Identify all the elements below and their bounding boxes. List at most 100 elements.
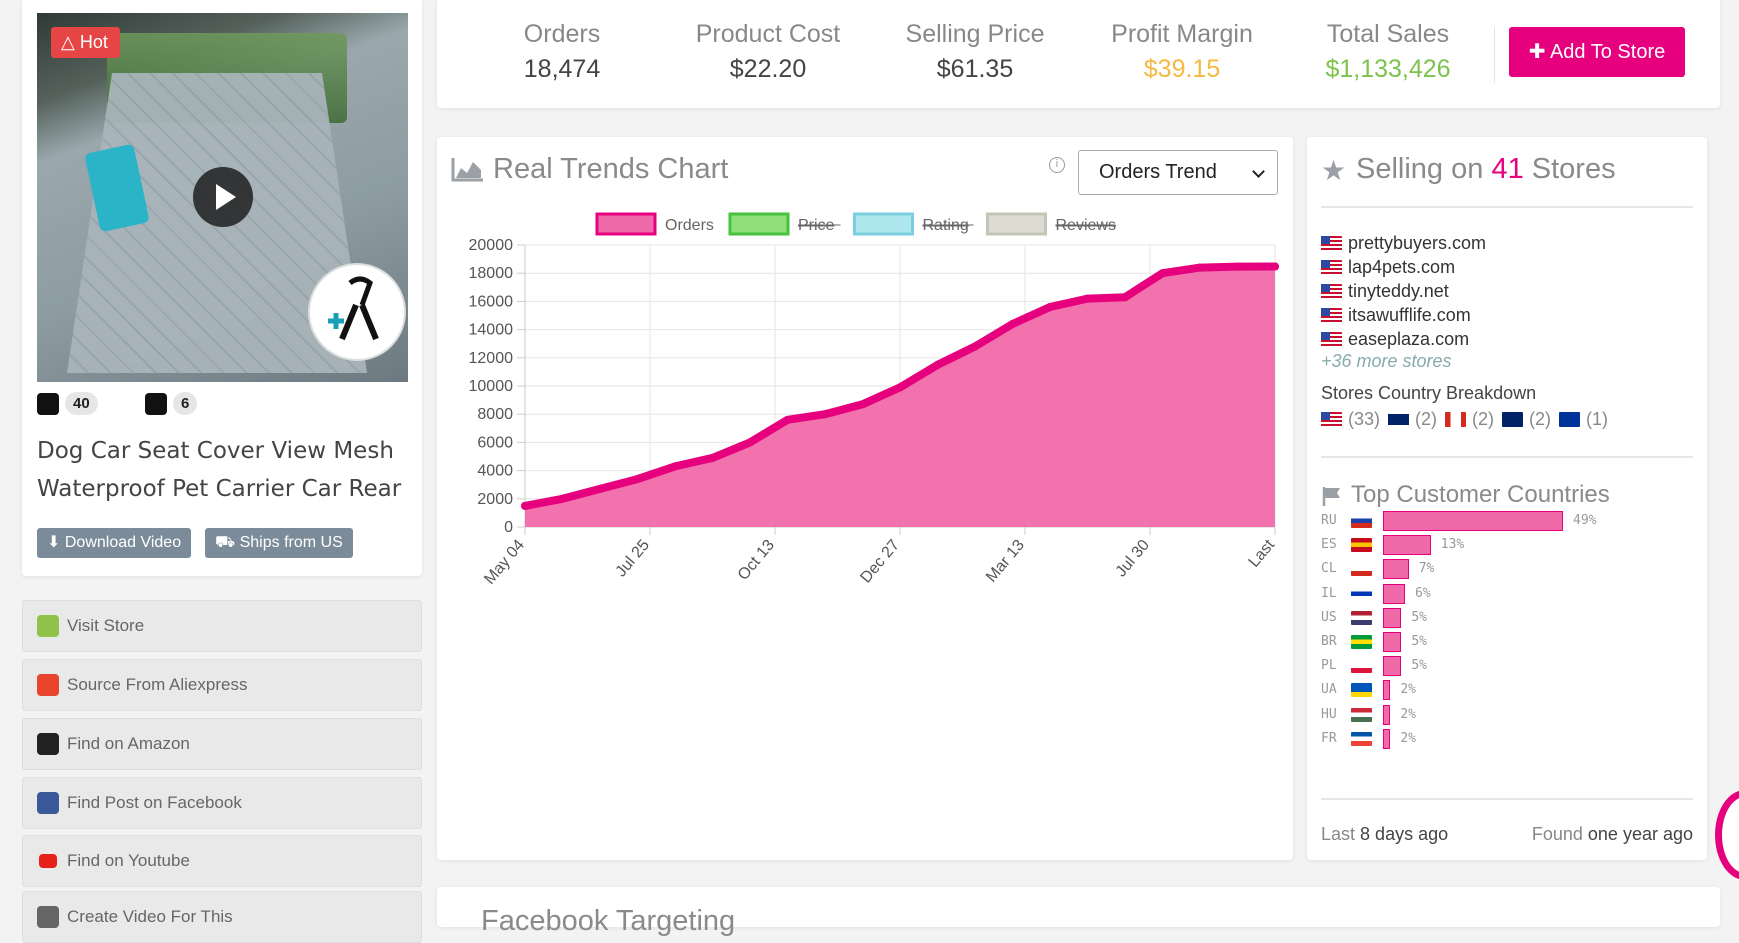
other-store-count: 6 [145, 392, 198, 415]
country-row: US 5% [1321, 607, 1691, 628]
y-tick-label: 6000 [477, 434, 513, 451]
country-pct: 49% [1573, 513, 1597, 528]
stat-margin-label: Profit Margin [1111, 20, 1253, 48]
leash-addon-badge [308, 263, 406, 361]
ships-from-us-badge[interactable]: ⛟ Ships from US [205, 528, 353, 558]
country-pct: 2% [1400, 730, 1416, 746]
source-aliexpress-button[interactable]: Source From Aliexpress [22, 659, 422, 711]
chat-widget-button[interactable] [1715, 790, 1739, 880]
stores-divider-bottom [1321, 798, 1693, 800]
country-code: CL [1321, 561, 1337, 577]
orders-point [1008, 319, 1017, 328]
store-link[interactable]: easeplaza.com [1321, 327, 1469, 351]
country-code: HU [1321, 706, 1337, 722]
country-flag-icon [1351, 707, 1372, 722]
info-icon[interactable]: i [1049, 157, 1065, 173]
country-bar [1383, 583, 1406, 604]
stores-divider-mid [1321, 456, 1693, 458]
trend-select[interactable]: Orders Trend [1078, 150, 1278, 195]
stat-sales-value: $1,133,426 [1325, 55, 1451, 83]
country-pct: 2% [1400, 682, 1416, 698]
find-amazon-button[interactable]: Find on Amazon [22, 718, 422, 770]
found-at: Found one year ago [1531, 824, 1693, 844]
y-tick-label: 2000 [477, 491, 513, 508]
create-video-button[interactable]: Create Video For This [22, 891, 422, 943]
orders-point [1271, 262, 1279, 271]
country-row: CL 7% [1321, 559, 1691, 580]
hot-label: Hot [79, 32, 108, 52]
download-icon: ⬇ [47, 534, 61, 551]
country-code: IL [1321, 585, 1337, 601]
country-row: PL 5% [1321, 656, 1691, 677]
stat-cost-label: Product Cost [695, 20, 841, 48]
y-tick-label: 4000 [477, 463, 513, 480]
orders-point [1083, 294, 1092, 303]
country-bar [1383, 656, 1402, 677]
us-flag-icon [1321, 260, 1342, 275]
country-bar [1383, 607, 1402, 628]
country-row: RU 49% [1321, 511, 1691, 531]
truck-icon: ⛟ [215, 534, 236, 551]
y-tick-label: 12000 [469, 350, 514, 367]
legend-swatch [595, 212, 657, 236]
store-link[interactable]: itsawufflife.com [1321, 303, 1471, 327]
eu-flag-icon [1559, 412, 1581, 427]
stat-orders-value: 18,474 [523, 55, 601, 83]
add-to-store-button[interactable]: ✚ Add To Store [1509, 27, 1685, 77]
play-video-button[interactable] [193, 167, 253, 227]
stores-divider-top [1321, 206, 1693, 208]
stores-card: ★ Selling on 41 Stores prettybuyers.com … [1307, 137, 1707, 860]
us-flag-icon [1321, 332, 1342, 347]
y-tick-label: 20000 [469, 237, 514, 254]
stat-profit-margin: Profit Margin $39.15 [1082, 20, 1282, 84]
plus-icon: ✚ [1528, 41, 1546, 63]
country-code: FR [1321, 730, 1337, 746]
country-bar [1383, 535, 1431, 556]
country-flag-icon [1351, 635, 1372, 649]
find-youtube-button[interactable]: Find on Youtube [22, 835, 422, 887]
x-tick-label: Jul 30 [1113, 537, 1154, 581]
stores-count: 41 [1491, 153, 1524, 185]
country-flag-icon [1351, 610, 1372, 625]
find-facebook-button[interactable]: Find Post on Facebook [22, 777, 422, 829]
top-countries-title: Top Customer Countries [1351, 481, 1610, 508]
legend-swatch [986, 212, 1047, 236]
country-flag-icon [1351, 731, 1372, 746]
store-link[interactable]: lap4pets.com [1321, 255, 1455, 279]
store-link[interactable]: tinyteddy.net [1321, 279, 1449, 303]
shopify-bag-icon [37, 392, 59, 415]
orders-point [1046, 303, 1054, 312]
product-title[interactable]: Dog Car Seat Cover View Mesh Waterproof … [37, 438, 402, 502]
facebook-targeting-title: Facebook Targeting [481, 905, 736, 937]
country-pct: 5% [1411, 634, 1428, 649]
orders-point [858, 400, 867, 409]
country-pct: 6% [1415, 585, 1431, 601]
x-tick-label: Dec 27 [857, 537, 903, 587]
x-tick-label: Jul 25 [613, 537, 654, 581]
country-code: UA [1321, 682, 1337, 698]
product-image[interactable]: △ Hot [37, 13, 408, 382]
y-tick-label: 0 [504, 519, 513, 536]
more-stores-link[interactable]: +36 more stores [1321, 351, 1452, 371]
country-pct: 13% [1440, 537, 1465, 553]
y-tick-label: 10000 [469, 378, 514, 395]
stats-divider [1494, 27, 1495, 83]
video-icon [37, 906, 59, 928]
us-flag-icon [1321, 412, 1342, 427]
visit-store-button[interactable]: Visit Store [22, 600, 422, 652]
country-code: ES [1321, 537, 1337, 553]
orders-point [821, 410, 829, 419]
country-row: ES 13% [1321, 535, 1691, 556]
store-link[interactable]: prettybuyers.com [1321, 231, 1486, 255]
amazon-icon [37, 733, 59, 755]
stores-title: Selling on 41 Stores [1356, 153, 1616, 185]
stat-sales-label: Total Sales [1326, 20, 1450, 48]
stat-orders-label: Orders [523, 20, 601, 48]
y-tick-label: 8000 [477, 406, 513, 423]
orders-point [596, 484, 604, 493]
orders-point [708, 453, 717, 462]
download-video-button[interactable]: ⬇ Download Video [37, 528, 192, 558]
legend-swatch [728, 212, 790, 236]
country-row: HU 2% [1321, 704, 1691, 725]
y-tick-label: 16000 [469, 293, 514, 310]
